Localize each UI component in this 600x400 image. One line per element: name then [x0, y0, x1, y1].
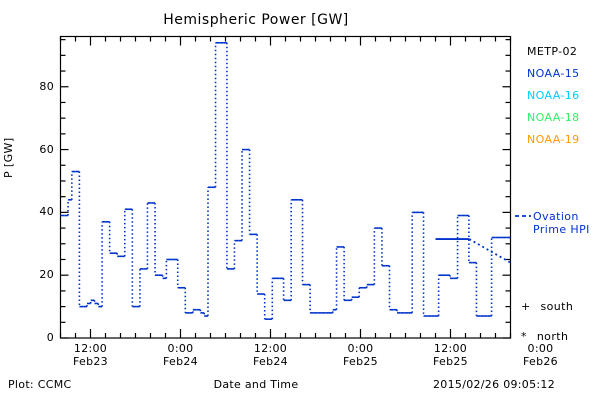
x-tick-time: 0:00: [527, 342, 554, 355]
x-tick-date: Feb25: [343, 355, 378, 368]
marker-legend-north: * north: [521, 330, 568, 343]
ovation-label-line2: Prime HPI: [533, 223, 590, 236]
x-axis-title: Date and Time: [213, 378, 299, 391]
marker-legend-north-label: north: [536, 330, 569, 343]
legend-item-metp-02: METP-02: [527, 45, 578, 58]
plot-border: [59, 35, 512, 339]
x-tick-label: 12:00 Feb23: [51, 342, 131, 368]
timestamp-text: 2015/02/26 09:05:12: [433, 378, 556, 391]
marker-legend-south: + south: [521, 300, 573, 313]
plus-icon: +: [521, 300, 531, 313]
x-tick-date: Feb24: [163, 355, 198, 368]
x-tick-time: 0:00: [347, 342, 374, 355]
ovation-prime-series: [435, 238, 511, 264]
legend-item-noaa-19: NOAA-19: [527, 133, 580, 146]
x-tick-label: 12:00 Feb25: [411, 342, 491, 368]
y-tick-marks: [60, 39, 511, 339]
plot-frame: [59, 35, 512, 339]
y-tick-label: 60: [39, 142, 54, 156]
x-tick-date: Feb25: [433, 355, 468, 368]
legend-item-noaa-16: NOAA-16: [527, 89, 580, 102]
y-tick-label: 20: [39, 268, 54, 282]
asterisk-icon: *: [521, 330, 527, 343]
ovation-label-line1: Ovation: [533, 210, 579, 223]
x-tick-label: 0:00 Feb24: [141, 342, 221, 368]
y-tick-label: 80: [39, 79, 54, 93]
x-tick-time: 12:00: [73, 342, 108, 355]
x-tick-date: Feb23: [73, 355, 108, 368]
x-tick-date: Feb24: [253, 355, 288, 368]
x-tick-label: 12:00 Feb24: [231, 342, 311, 368]
x-tick-label: 0:00 Feb26: [501, 342, 581, 368]
legend-item-noaa-18: NOAA-18: [527, 111, 580, 124]
data-series-group: [60, 41, 511, 320]
legend-item-ovation-prime: Ovation Prime HPI: [533, 210, 590, 236]
plot-source-text: Plot: CCMC: [8, 378, 72, 391]
ovation-dashed-segment: [468, 238, 511, 264]
x-tick-time: 0:00: [167, 342, 194, 355]
x-tick-time: 12:00: [253, 342, 288, 355]
y-tick-label: 40: [39, 205, 54, 219]
x-tick-date: Feb26: [523, 355, 558, 368]
legend-item-noaa-15: NOAA-15: [527, 67, 580, 80]
chart-title: Hemispheric Power [GW]: [163, 12, 349, 28]
x-tick-label: 0:00 Feb25: [321, 342, 401, 368]
x-tick-time: 12:00: [433, 342, 468, 355]
x-tick-marks: [59, 36, 512, 338]
y-tick-label: 0: [46, 331, 54, 344]
marker-legend-south-label: south: [540, 300, 574, 313]
